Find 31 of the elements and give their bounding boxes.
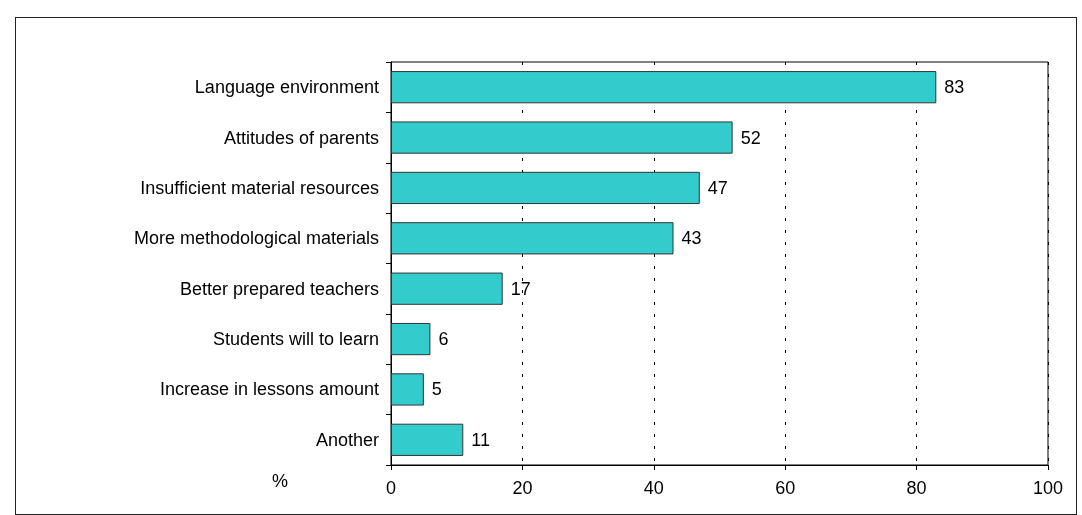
bar — [391, 373, 424, 406]
y-tick-label: Students will to learn — [212, 329, 379, 350]
y-tick-label: Increase in lessons amount — [159, 379, 379, 400]
bar — [391, 423, 464, 456]
bar — [391, 171, 700, 205]
x-tick-label: 0 — [385, 478, 397, 498]
bar — [391, 322, 431, 356]
data-label: 52 — [740, 127, 761, 148]
bar — [391, 121, 733, 154]
y-tick-label: Insufficient material resources — [140, 177, 379, 198]
data-label: 17 — [510, 278, 531, 299]
x-tick-label: 100 — [1032, 478, 1064, 498]
data-label: 47 — [707, 177, 728, 198]
y-tick-label: Another — [315, 429, 379, 450]
data-label: 83 — [944, 77, 965, 98]
y-tick-label: Better prepared teachers — [179, 278, 379, 299]
data-label: 43 — [681, 228, 702, 249]
x-tick-label: 40 — [643, 478, 664, 498]
bar — [391, 71, 937, 104]
bar — [391, 222, 674, 255]
y-tick-label: More methodological materials — [133, 228, 379, 249]
x-tick-label: 20 — [512, 478, 533, 498]
x-axis-title: % — [272, 471, 289, 491]
x-tick-label: 80 — [906, 478, 927, 498]
data-label: 11 — [471, 429, 490, 450]
bar — [391, 272, 503, 305]
y-tick-label: Language environment — [194, 77, 379, 98]
x-tick-label: 60 — [775, 478, 796, 498]
data-label: 6 — [438, 329, 449, 350]
data-label: 5 — [431, 379, 442, 400]
y-tick-label: Attitudes of parents — [223, 127, 379, 148]
